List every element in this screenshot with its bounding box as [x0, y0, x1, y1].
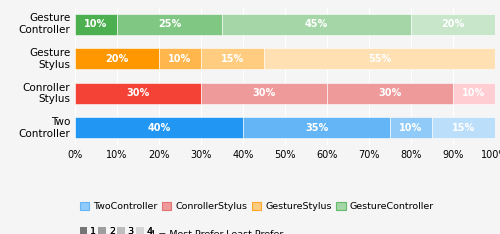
- Text: 10%: 10%: [462, 88, 485, 98]
- Text: 30%: 30%: [252, 88, 276, 98]
- Text: 35%: 35%: [305, 123, 328, 133]
- Bar: [264, 48, 495, 69]
- Text: 40%: 40%: [148, 123, 171, 133]
- Bar: [201, 48, 264, 69]
- Text: 10%: 10%: [84, 19, 108, 29]
- Text: 20%: 20%: [106, 54, 128, 64]
- Bar: [75, 48, 159, 69]
- Text: 25%: 25%: [158, 19, 181, 29]
- Bar: [327, 83, 453, 104]
- Bar: [117, 14, 222, 35]
- Text: 1-4 = Most Prefer-Least Prefer: 1-4 = Most Prefer-Least Prefer: [140, 230, 284, 234]
- Text: 10%: 10%: [400, 123, 422, 133]
- Text: 15%: 15%: [221, 54, 244, 64]
- Bar: [159, 48, 201, 69]
- Bar: [201, 83, 327, 104]
- Bar: [390, 117, 432, 138]
- Text: 30%: 30%: [378, 88, 402, 98]
- Text: 30%: 30%: [126, 88, 150, 98]
- Legend: 1, 2, 3, 4: 1, 2, 3, 4: [80, 227, 152, 234]
- Bar: [222, 14, 411, 35]
- Bar: [75, 117, 243, 138]
- Text: 55%: 55%: [368, 54, 391, 64]
- Bar: [411, 14, 495, 35]
- Bar: [75, 14, 117, 35]
- Text: 45%: 45%: [305, 19, 328, 29]
- Text: 15%: 15%: [452, 123, 475, 133]
- Bar: [243, 117, 390, 138]
- Text: 20%: 20%: [442, 19, 464, 29]
- Bar: [75, 83, 201, 104]
- Bar: [432, 117, 495, 138]
- Bar: [453, 83, 495, 104]
- Text: 10%: 10%: [168, 54, 192, 64]
